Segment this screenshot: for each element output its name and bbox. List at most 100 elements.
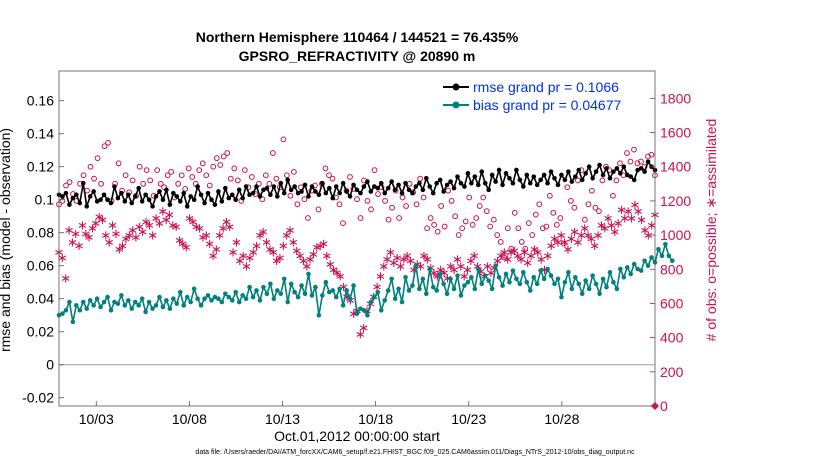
x-axis: 10/03 10/08 10/13 10/18 10/23 10/28 bbox=[79, 401, 580, 427]
obs-assimilated-point: ∗ bbox=[124, 229, 135, 244]
rmse-point bbox=[354, 187, 360, 193]
obs-possible-point bbox=[455, 232, 462, 238]
footer-datafile: data file: /Users/raeder/DAI/ATM_forcXX/… bbox=[195, 449, 635, 456]
obs-assimilated-point: ∗ bbox=[164, 208, 175, 223]
bias-point bbox=[430, 284, 436, 290]
bias-point bbox=[236, 299, 242, 305]
rmse-point bbox=[268, 192, 273, 198]
rmse-point bbox=[406, 187, 412, 193]
y-left-tick-label: 0.06 bbox=[27, 258, 54, 274]
obs-assimilated-point: ∗ bbox=[452, 253, 463, 268]
obs-assimilated-point: ∗ bbox=[469, 249, 480, 264]
obs-possible-point bbox=[417, 175, 424, 182]
bias-point bbox=[309, 293, 315, 298]
obs-assimilated-point: ∗ bbox=[402, 249, 413, 264]
rmse-point bbox=[126, 192, 131, 198]
obs-assimilated-point: ∗ bbox=[214, 229, 225, 244]
bias-point bbox=[624, 265, 630, 270]
rmse-point bbox=[507, 175, 512, 181]
bias-point bbox=[618, 266, 623, 272]
y-axis-right-label: # of obs: o=possible; ∗=assimilated bbox=[703, 119, 719, 342]
rmse-point bbox=[382, 190, 388, 196]
obs-assimilated-point: ∗ bbox=[472, 259, 483, 274]
y-right-tick-label: 600 bbox=[660, 295, 684, 311]
obs-possible-point bbox=[101, 143, 108, 150]
obs-possible-point bbox=[431, 221, 438, 228]
rmse-point bbox=[80, 180, 86, 186]
rmse-point bbox=[496, 167, 502, 173]
rmse-point bbox=[247, 192, 252, 198]
obs-assimilated-point: ∗ bbox=[415, 259, 426, 274]
rmse-point bbox=[157, 189, 162, 194]
obs-possible-point bbox=[182, 186, 189, 192]
obs-assimilated-point: ∗ bbox=[542, 249, 553, 264]
obs-assimilated-point: ∗ bbox=[355, 328, 366, 343]
obs-possible-point bbox=[557, 215, 564, 221]
rmse-point bbox=[160, 197, 166, 203]
rmse-point bbox=[275, 194, 280, 199]
obs-assimilated-point: ∗ bbox=[171, 220, 182, 235]
obs-assimilated-point: ∗ bbox=[546, 239, 557, 254]
obs-assimilated-point: ∗ bbox=[57, 251, 68, 266]
obs-assimilated-point: ∗ bbox=[569, 225, 580, 240]
obs-possible-point bbox=[399, 194, 406, 201]
bias-point bbox=[413, 263, 419, 269]
obs-assimilated-point: ∗ bbox=[623, 205, 634, 220]
obs-possible-point bbox=[210, 163, 217, 170]
obs-possible-point bbox=[613, 177, 620, 184]
obs-assimilated-point: ∗ bbox=[144, 218, 155, 233]
bias-point bbox=[614, 286, 620, 292]
obs-assimilated-point: ∗ bbox=[496, 249, 507, 264]
rmse-point bbox=[521, 184, 526, 189]
obs-assimilated-point: ∗ bbox=[576, 229, 587, 244]
obs-possible-point bbox=[490, 216, 497, 223]
rmse-point bbox=[590, 175, 595, 181]
rmse-point bbox=[181, 190, 187, 196]
rmse-point bbox=[295, 190, 301, 196]
rmse-point bbox=[621, 164, 627, 170]
obs-possible-point bbox=[354, 196, 360, 203]
rmse-point bbox=[281, 190, 287, 196]
rmse-point bbox=[98, 197, 103, 203]
x-tick-label: 10/23 bbox=[451, 411, 486, 427]
obs-possible-point bbox=[357, 215, 364, 221]
obs-assimilated-point: ∗ bbox=[67, 235, 78, 250]
bias-point bbox=[264, 291, 270, 297]
obs-assimilated-point: ∗ bbox=[291, 244, 302, 259]
obs-assimilated-point: ∗ bbox=[442, 271, 453, 286]
plot-frame bbox=[58, 70, 656, 407]
obs-possible-point bbox=[403, 203, 409, 209]
rmse-point bbox=[261, 187, 266, 193]
x-tick-label: 10/13 bbox=[265, 411, 300, 427]
bias-point bbox=[119, 293, 124, 298]
obs-assimilated-point: ∗ bbox=[509, 244, 520, 259]
rmse-point bbox=[320, 180, 325, 186]
obs-possible-point bbox=[94, 155, 101, 162]
rmse-point bbox=[233, 197, 239, 203]
obs-possible-point bbox=[445, 187, 452, 194]
obs-assimilated-point: ∗ bbox=[519, 246, 530, 261]
rmse-point bbox=[94, 199, 100, 204]
obs-assimilated-point: ∗ bbox=[107, 218, 118, 233]
bias-point bbox=[403, 274, 408, 280]
y-right-tick-label: 200 bbox=[660, 364, 684, 380]
rmse-point bbox=[108, 200, 114, 206]
bias-point bbox=[562, 279, 568, 285]
obs-assimilated-point: ∗ bbox=[301, 259, 312, 274]
obs-possible-point bbox=[283, 172, 290, 179]
legend-bias-label: bias grand pr = 0.04677 bbox=[473, 97, 621, 113]
obs-assimilated-point: ∗ bbox=[261, 235, 272, 250]
obs-assimilated-point: ∗ bbox=[77, 218, 88, 233]
rmse-point bbox=[531, 174, 537, 179]
obs-possible-point bbox=[105, 139, 111, 146]
obs-possible-point bbox=[406, 180, 413, 187]
obs-possible-point bbox=[462, 218, 469, 225]
chart-title: Northern Hemisphere 110464 / 144521 = 76… bbox=[196, 29, 519, 45]
obs-assimilated-point: ∗ bbox=[174, 234, 185, 249]
obs-assimilated-point: ∗ bbox=[445, 259, 456, 274]
rmse-point bbox=[264, 185, 270, 191]
rmse-point bbox=[167, 202, 173, 207]
bias-point bbox=[198, 303, 204, 308]
bias-point bbox=[295, 294, 301, 300]
obs-possible-point bbox=[87, 163, 94, 170]
